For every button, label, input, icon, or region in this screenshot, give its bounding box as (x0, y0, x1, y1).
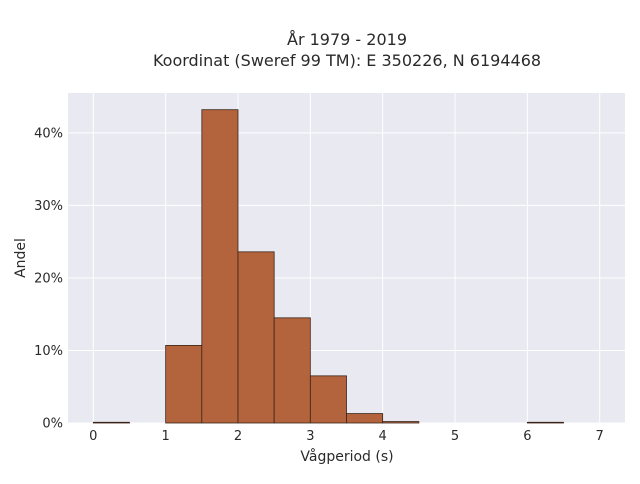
y-tick-label: 30% (34, 199, 63, 214)
x-tick-label: 3 (306, 429, 314, 444)
histogram-bar (309, 375, 347, 424)
histogram-bar (92, 421, 130, 424)
chart-title: År 1979 - 2019 (287, 30, 407, 49)
x-tick-label: 6 (523, 429, 531, 444)
x-tick-label: 7 (596, 429, 604, 444)
histogram-bar (237, 251, 275, 424)
histogram-bar (526, 421, 564, 424)
x-axis-label: Vågperiod (s) (300, 448, 393, 465)
histogram-bar (165, 344, 203, 424)
histogram-bar (201, 109, 239, 424)
x-tick-label: 1 (162, 429, 170, 444)
histogram-bar (382, 421, 420, 424)
bars-group (92, 109, 564, 424)
chart-subtitle: Koordinat (Sweref 99 TM): E 350226, N 61… (153, 51, 541, 70)
x-tick-label: 4 (379, 429, 387, 444)
x-tick-label: 0 (89, 429, 97, 444)
y-tick-label: 20% (34, 271, 63, 286)
x-axis-ticks: 0 1 2 3 4 5 6 7 (89, 429, 604, 444)
y-axis-ticks: 0% 10% 20% 30% 40% (34, 126, 63, 431)
y-tick-label: 40% (34, 126, 63, 141)
histogram-bar (346, 413, 384, 424)
y-tick-label: 10% (34, 344, 63, 359)
x-tick-label: 2 (234, 429, 242, 444)
y-tick-label: 0% (42, 417, 63, 432)
plot-area (68, 93, 625, 423)
histogram-bar (273, 317, 311, 424)
y-axis-label: Andel (13, 238, 29, 278)
x-tick-label: 5 (451, 429, 459, 444)
